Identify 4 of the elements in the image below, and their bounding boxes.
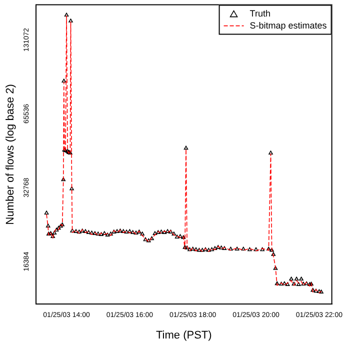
y-axis-title: Number of flows (log base 2)	[4, 84, 17, 225]
legend-label: S-bitmap estimates	[250, 20, 328, 30]
legend-label: Truth	[250, 8, 270, 18]
x-axis-title: Time (PST)	[156, 329, 212, 342]
